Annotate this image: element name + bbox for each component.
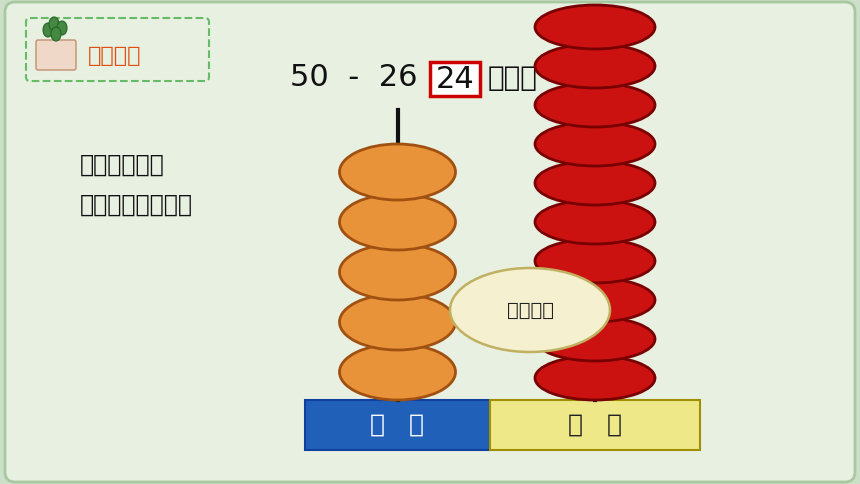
Ellipse shape bbox=[340, 344, 456, 400]
Text: 50  -  26 =: 50 - 26 = bbox=[290, 63, 463, 92]
Text: 十   位: 十 位 bbox=[371, 413, 425, 437]
Bar bbox=[490, 400, 700, 450]
Ellipse shape bbox=[49, 17, 59, 31]
Ellipse shape bbox=[51, 27, 61, 41]
FancyBboxPatch shape bbox=[36, 40, 76, 70]
Ellipse shape bbox=[535, 356, 655, 400]
Ellipse shape bbox=[535, 83, 655, 127]
Ellipse shape bbox=[535, 5, 655, 49]
Text: 借助计数器计算。: 借助计数器计算。 bbox=[80, 193, 193, 217]
Ellipse shape bbox=[535, 200, 655, 244]
FancyBboxPatch shape bbox=[26, 18, 209, 81]
Ellipse shape bbox=[43, 23, 53, 37]
Ellipse shape bbox=[535, 44, 655, 88]
Ellipse shape bbox=[535, 239, 655, 283]
Text: 24: 24 bbox=[436, 64, 475, 93]
Text: 计算方法二：: 计算方法二： bbox=[80, 153, 165, 177]
Ellipse shape bbox=[340, 194, 456, 250]
Ellipse shape bbox=[535, 122, 655, 166]
Text: 讲授新课: 讲授新课 bbox=[89, 46, 142, 66]
Ellipse shape bbox=[535, 317, 655, 361]
Ellipse shape bbox=[340, 144, 456, 200]
Text: （枚）: （枚） bbox=[488, 64, 538, 92]
Text: 退一当十: 退一当十 bbox=[507, 301, 554, 319]
Ellipse shape bbox=[450, 268, 610, 352]
Ellipse shape bbox=[57, 21, 67, 35]
Bar bbox=[305, 400, 490, 450]
FancyBboxPatch shape bbox=[5, 2, 855, 482]
Text: 个   位: 个 位 bbox=[568, 413, 622, 437]
Ellipse shape bbox=[340, 244, 456, 300]
Bar bbox=[430, 62, 480, 96]
Ellipse shape bbox=[535, 161, 655, 205]
Ellipse shape bbox=[535, 278, 655, 322]
Ellipse shape bbox=[340, 294, 456, 350]
